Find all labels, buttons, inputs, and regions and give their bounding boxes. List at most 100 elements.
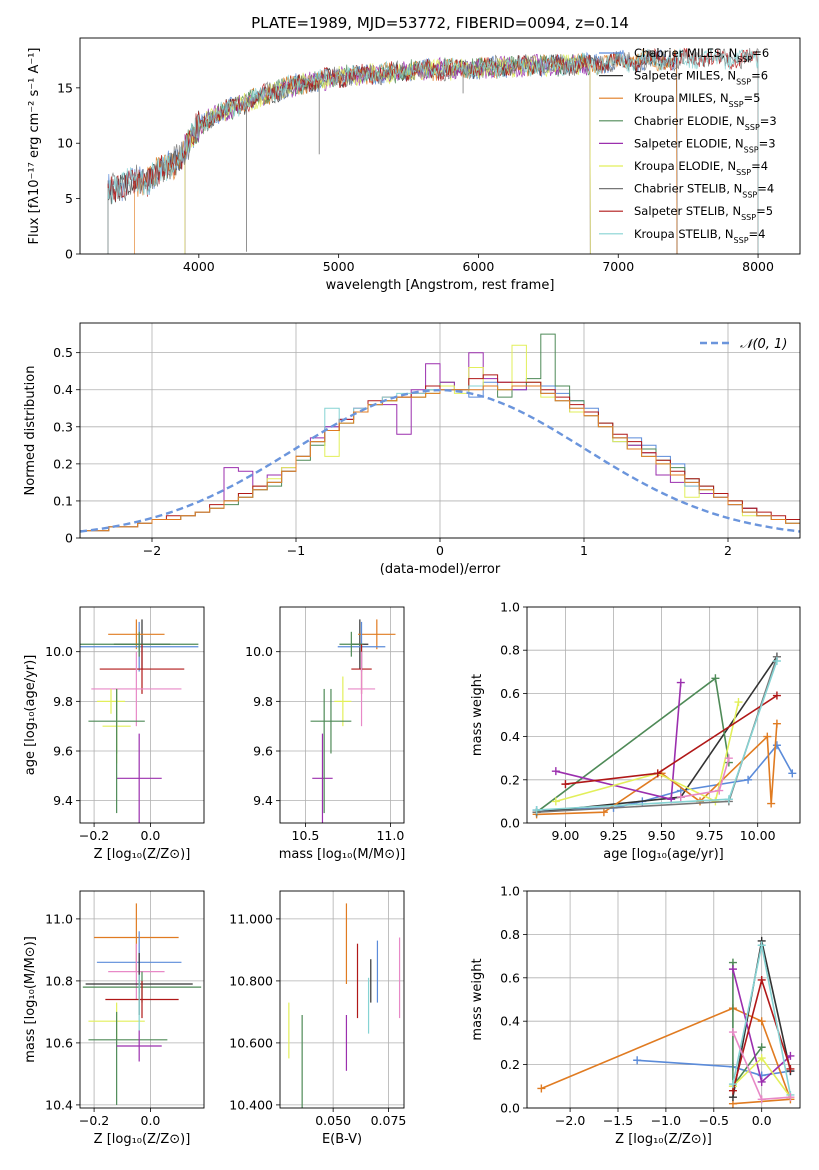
grid — [280, 891, 404, 1108]
plus-marker — [633, 1056, 642, 1065]
x-axis-label: Z [log₁₀(Z/Z⊙)] — [94, 1132, 191, 1147]
y-tick-label: 0.0 — [500, 1101, 520, 1116]
plus-marker — [744, 775, 753, 784]
y-tick-label: 9.4 — [253, 793, 273, 808]
panel-ebv-mass: 0.050 0.075 10.400 10.600 10.800 11.000 E(B-V) — [229, 890, 407, 1147]
plus-marker — [653, 769, 662, 778]
panel-mass-age: 10.5 11.0 9.4 9.6 9.8 10.0 mass [log₁₀(M/M⊙)] — [245, 606, 406, 862]
weight-line — [536, 743, 794, 811]
errorbar-point — [312, 733, 333, 823]
y-axis-label: mass [log₁₀(M/M⊙)] — [23, 936, 38, 1063]
x-tick-label: 0.0 — [141, 828, 161, 843]
weight-line — [565, 694, 778, 785]
plus-marker — [757, 1077, 766, 1086]
plot-area — [107, 47, 759, 254]
plus-marker — [757, 975, 766, 984]
y-axis-label: age [log₁₀(age/yr)] — [23, 655, 38, 776]
x-tick-label: −1.5 — [603, 1113, 633, 1128]
plus-marker — [763, 732, 772, 741]
x-tick-label: 5000 — [323, 259, 355, 274]
y-tick-label: 1.0 — [500, 600, 520, 615]
plus-marker — [724, 795, 733, 804]
plus-marker — [786, 1051, 795, 1060]
x-tick-label: −2 — [143, 543, 161, 558]
x-axis-label: age [log₁₀(age/yr)] — [603, 847, 724, 862]
errorbar-point — [116, 1030, 162, 1062]
x-axis-label: Z [log₁₀(Z/Z⊙)] — [615, 1132, 712, 1147]
x-tick-label: 0.0 — [752, 1113, 772, 1128]
axes-frame — [79, 890, 205, 1109]
y-tick-label: 10.6 — [45, 1035, 73, 1050]
spectrum-line — [184, 54, 591, 254]
panel-age-weight: 9.00 9.25 9.50 9.75 10.00 0.0 0.2 0.4 0.6 0.8 1.0 a… — [470, 600, 801, 862]
y-tick-label: 1.0 — [500, 884, 520, 899]
plus-marker — [772, 741, 781, 750]
spectrum-line — [184, 54, 591, 254]
legend-label: 𝒩(0, 1) — [740, 337, 787, 352]
y-tick-label: 10 — [57, 136, 73, 151]
plus-marker — [728, 965, 737, 974]
x-axis-label: wavelength [Angstrom, rest frame] — [326, 278, 555, 293]
y-tick-label: 0.2 — [500, 1057, 520, 1072]
errorbar-point — [347, 651, 376, 727]
panel-residuals: −2 −1 0 1 2 0 0.1 0.2 0.3 0.4 0.5 (data-model)/erro… — [23, 322, 801, 577]
errorbar-point — [99, 644, 185, 694]
x-tick-label: −0.5 — [699, 1113, 729, 1128]
x-tick-label: −2.0 — [555, 1113, 585, 1128]
weight-line — [536, 656, 778, 813]
plot-area — [288, 903, 401, 1108]
legend: 𝒩(0, 1) — [700, 337, 787, 352]
weight-line — [555, 682, 682, 801]
plot-area — [80, 619, 199, 823]
plus-marker — [767, 799, 776, 808]
plus-marker — [728, 1080, 737, 1089]
x-tick-label: 6000 — [463, 259, 495, 274]
axes-frame — [526, 890, 801, 1109]
y-tick-label: 9.6 — [253, 744, 273, 759]
legend-label: Kroupa MILES, NSSP=5 — [634, 91, 760, 109]
y-tick-label: 0.8 — [500, 927, 520, 942]
y-tick-label: 10.8 — [45, 973, 73, 988]
plus-marker — [551, 767, 560, 776]
figure-title: PLATE=1989, MJD=53772, FIBERID=0094, z=0… — [251, 14, 629, 32]
y-tick-label: 0.2 — [53, 456, 73, 471]
x-tick-label: 9.25 — [600, 828, 628, 843]
errorbar-point — [310, 688, 352, 754]
y-tick-label: 0.0 — [500, 816, 520, 831]
x-tick-label: −1.0 — [651, 1113, 681, 1128]
plus-marker — [676, 678, 685, 687]
errorbar-point — [108, 943, 165, 1000]
weight-line — [536, 723, 778, 816]
plus-marker — [537, 1084, 546, 1093]
y-tick-label: 10.400 — [229, 1097, 273, 1112]
y-tick-label: 0.3 — [53, 419, 73, 434]
x-tick-label: 0.075 — [371, 1113, 407, 1128]
x-axis-label: mass [log₁₀(M/M⊙)] — [279, 847, 406, 862]
legend-label: Chabrier ELODIE, NSSP=3 — [634, 114, 777, 132]
panel-spectrum: 4000 5000 6000 7000 8000 0 5 10 15 wavelength [An… — [27, 37, 801, 293]
x-tick-label: 1 — [580, 543, 588, 558]
x-tick-label: 9.75 — [696, 828, 724, 843]
y-tick-label: 10.0 — [245, 644, 273, 659]
histogram-step — [80, 385, 800, 538]
plot-area — [537, 936, 795, 1108]
spectrum-line — [107, 47, 759, 254]
plus-marker — [772, 719, 781, 728]
y-tick-label: 0.4 — [500, 729, 520, 744]
y-tick-label: 11.000 — [229, 911, 273, 926]
plus-marker — [599, 808, 608, 817]
x-tick-label: 11.0 — [376, 828, 404, 843]
plus-marker — [786, 1064, 795, 1073]
y-tick-label: 0.2 — [500, 772, 520, 787]
x-tick-label: 4000 — [183, 259, 215, 274]
y-tick-label: 10.0 — [45, 644, 73, 659]
spectrum-line — [184, 53, 591, 254]
weight-line — [536, 656, 778, 813]
legend-label: Salpeter ELODIE, NSSP=3 — [634, 136, 776, 154]
plot-area — [310, 619, 396, 823]
plus-marker — [786, 1093, 795, 1102]
y-tick-label: 5 — [65, 191, 73, 206]
y-tick-label: 0.5 — [53, 345, 73, 360]
plus-marker — [757, 1043, 766, 1052]
y-tick-label: 10.800 — [229, 973, 273, 988]
